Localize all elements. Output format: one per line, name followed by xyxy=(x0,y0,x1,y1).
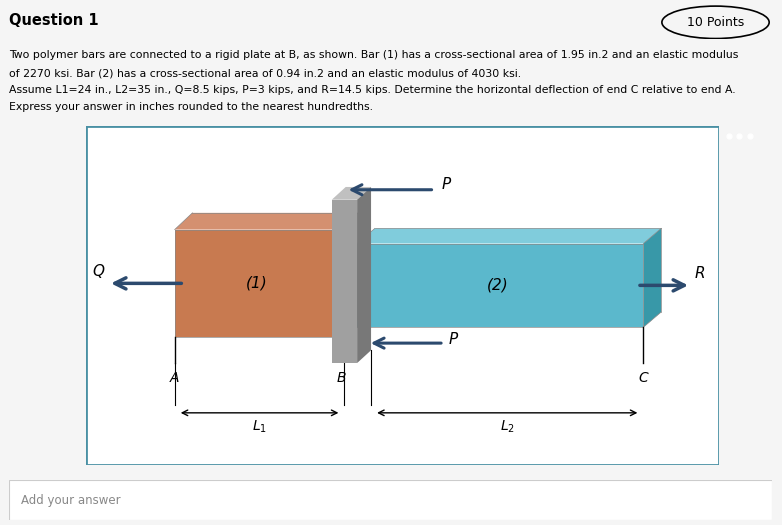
Polygon shape xyxy=(174,213,357,229)
FancyBboxPatch shape xyxy=(86,126,719,465)
Text: $Q$: $Q$ xyxy=(92,262,106,280)
Text: (2): (2) xyxy=(487,278,508,293)
Polygon shape xyxy=(332,187,371,200)
Text: Express your answer in inches rounded to the nearest hundredths.: Express your answer in inches rounded to… xyxy=(9,102,373,112)
Text: (1): (1) xyxy=(246,276,268,291)
Text: 10 Points: 10 Points xyxy=(687,16,744,29)
Text: $L_1$: $L_1$ xyxy=(252,418,267,435)
Text: Question 1: Question 1 xyxy=(9,13,99,28)
Text: of 2270 ksi. Bar (2) has a cross-sectional area of 0.94 in.2 and an elastic modu: of 2270 ksi. Bar (2) has a cross-section… xyxy=(9,68,522,78)
Text: Add your answer: Add your answer xyxy=(21,494,120,507)
Text: Assume L1=24 in., L2=35 in., Q=8.5 kips, P=3 kips, and R=14.5 kips. Determine th: Assume L1=24 in., L2=35 in., Q=8.5 kips,… xyxy=(9,85,736,95)
Text: $B$: $B$ xyxy=(336,371,346,385)
FancyBboxPatch shape xyxy=(9,480,772,520)
Polygon shape xyxy=(339,213,357,337)
Text: Two polymer bars are connected to a rigid plate at B, as shown. Bar (1) has a cr: Two polymer bars are connected to a rigi… xyxy=(9,50,739,60)
Polygon shape xyxy=(644,228,661,327)
FancyBboxPatch shape xyxy=(174,229,339,337)
Text: $A$: $A$ xyxy=(169,371,181,385)
Polygon shape xyxy=(357,228,661,244)
Text: $R$: $R$ xyxy=(694,266,705,281)
FancyBboxPatch shape xyxy=(332,200,357,363)
Polygon shape xyxy=(357,187,371,363)
Text: $P$: $P$ xyxy=(448,331,460,347)
Text: $P$: $P$ xyxy=(441,176,452,192)
Text: $L_2$: $L_2$ xyxy=(500,418,515,435)
Text: $C$: $C$ xyxy=(637,371,649,385)
FancyBboxPatch shape xyxy=(357,244,644,327)
